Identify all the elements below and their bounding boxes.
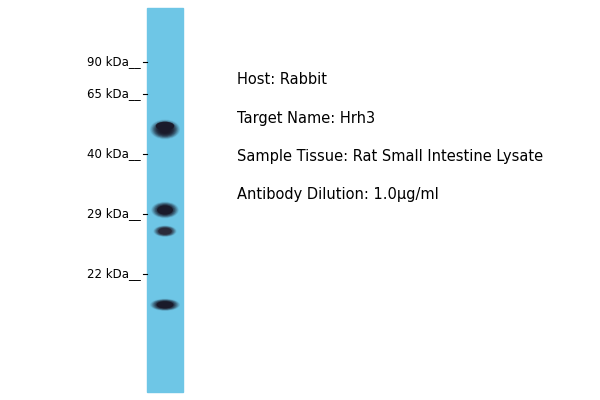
Ellipse shape	[161, 127, 169, 132]
Text: 22 kDa__: 22 kDa__	[87, 268, 141, 280]
Ellipse shape	[154, 122, 176, 136]
Text: Antibody Dilution: 1.0µg/ml: Antibody Dilution: 1.0µg/ml	[237, 186, 439, 202]
Ellipse shape	[158, 302, 172, 308]
Ellipse shape	[155, 123, 175, 136]
Ellipse shape	[151, 120, 179, 139]
Ellipse shape	[160, 229, 170, 233]
Ellipse shape	[152, 300, 178, 310]
Ellipse shape	[161, 230, 169, 233]
Ellipse shape	[154, 204, 176, 216]
Ellipse shape	[156, 227, 174, 235]
Text: Sample Tissue: Rat Small Intestine Lysate: Sample Tissue: Rat Small Intestine Lysat…	[237, 148, 543, 164]
Ellipse shape	[159, 126, 171, 133]
Ellipse shape	[152, 121, 178, 138]
Ellipse shape	[157, 124, 173, 135]
Ellipse shape	[161, 208, 169, 212]
Ellipse shape	[158, 206, 172, 214]
Ellipse shape	[154, 300, 176, 309]
Ellipse shape	[159, 302, 171, 307]
Ellipse shape	[162, 208, 168, 212]
Ellipse shape	[160, 207, 170, 213]
Text: Host: Rabbit: Host: Rabbit	[237, 72, 327, 88]
Ellipse shape	[157, 205, 173, 215]
Ellipse shape	[154, 226, 176, 236]
Text: 29 kDa__: 29 kDa__	[87, 208, 141, 220]
Ellipse shape	[163, 230, 167, 232]
Text: 90 kDa__: 90 kDa__	[88, 56, 141, 68]
Ellipse shape	[158, 125, 172, 134]
Ellipse shape	[160, 303, 170, 306]
Ellipse shape	[157, 302, 173, 308]
Ellipse shape	[153, 122, 177, 137]
Ellipse shape	[152, 202, 178, 218]
Ellipse shape	[155, 301, 175, 309]
Ellipse shape	[157, 122, 173, 130]
Ellipse shape	[159, 229, 171, 234]
Ellipse shape	[162, 304, 168, 306]
Ellipse shape	[151, 299, 179, 310]
Bar	[147, 8, 183, 392]
Text: 65 kDa__: 65 kDa__	[88, 88, 141, 100]
Ellipse shape	[158, 206, 172, 214]
Ellipse shape	[163, 128, 167, 131]
Ellipse shape	[160, 228, 170, 234]
Ellipse shape	[157, 302, 173, 308]
Text: Target Name: Hrh3: Target Name: Hrh3	[237, 110, 375, 126]
Ellipse shape	[155, 226, 175, 236]
Ellipse shape	[153, 203, 177, 217]
Ellipse shape	[158, 228, 172, 234]
Ellipse shape	[156, 204, 174, 216]
Ellipse shape	[157, 228, 173, 235]
Text: 40 kDa__: 40 kDa__	[88, 148, 141, 160]
Ellipse shape	[160, 126, 170, 132]
